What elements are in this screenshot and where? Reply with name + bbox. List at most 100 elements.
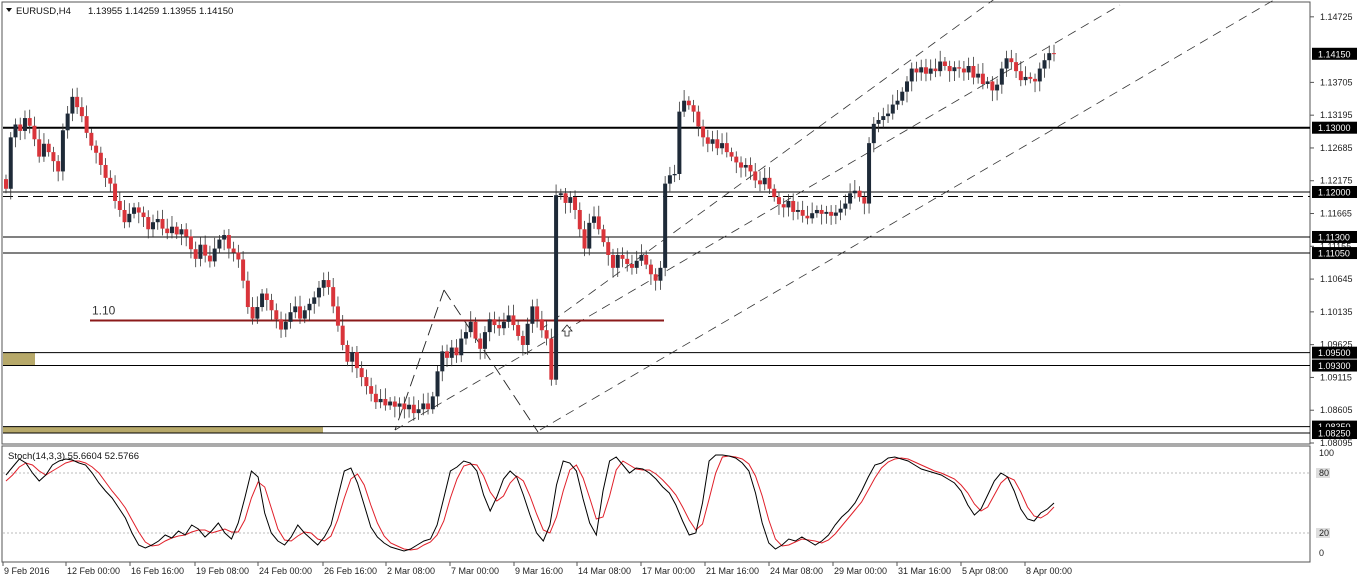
candle — [568, 191, 573, 213]
candle — [41, 133, 46, 162]
up-arrow-icon[interactable] — [561, 324, 573, 337]
candle — [312, 291, 317, 314]
candle — [549, 328, 554, 386]
candle — [961, 60, 966, 81]
candle — [686, 96, 691, 110]
candle — [739, 156, 744, 178]
channel-lower-line[interactable] — [394, 4, 1121, 431]
candle — [1047, 45, 1052, 69]
candle — [364, 369, 369, 395]
candle — [492, 311, 497, 334]
candle — [56, 155, 61, 182]
channel-outer-line[interactable] — [539, 0, 1000, 331]
candle — [151, 214, 156, 238]
y-tick-label: 1.13705 — [1320, 77, 1353, 87]
candle — [188, 229, 193, 259]
svg-text:1.13000: 1.13000 — [1318, 123, 1351, 133]
candle — [734, 151, 739, 174]
candle — [165, 218, 170, 240]
candle — [255, 296, 260, 324]
candle — [482, 326, 487, 359]
candle — [501, 312, 506, 336]
x-tick-label: 7 Mar 00:00 — [451, 566, 499, 576]
candle — [544, 321, 549, 346]
candle — [648, 259, 653, 285]
candle — [146, 210, 151, 239]
candle — [407, 397, 412, 418]
candle — [848, 183, 853, 210]
candle — [478, 333, 483, 360]
candle — [1033, 73, 1038, 93]
stoch-main-line — [5, 454, 1055, 552]
candle — [516, 320, 521, 341]
candle — [876, 112, 881, 133]
candle — [909, 62, 914, 92]
candle — [335, 296, 340, 332]
candle — [843, 194, 848, 216]
candle — [990, 76, 995, 102]
candle — [84, 105, 89, 139]
price-tag-6: 1.09300 — [1312, 359, 1357, 372]
x-tick-label: 19 Feb 08:00 — [196, 566, 249, 576]
candle — [658, 261, 663, 290]
y-tick-label: 1.08605 — [1320, 405, 1353, 415]
pattern-line-b[interactable] — [394, 289, 445, 431]
x-tick-label: 21 Mar 16:00 — [706, 566, 759, 576]
stoch-tick: 20 — [1316, 528, 1330, 538]
candle — [795, 201, 800, 220]
candle — [269, 293, 274, 321]
support-zone-upper — [3, 352, 35, 366]
candle — [426, 392, 431, 415]
time-axis[interactable]: 9 Feb 2016 12 Feb 00:00 16 Feb 16:00 19 Feb… — [2, 562, 1072, 576]
candle — [13, 118, 18, 148]
candle — [705, 129, 710, 153]
candle — [65, 105, 70, 139]
x-tick-label: 17 Mar 00:00 — [642, 566, 695, 576]
x-tick-label: 5 Apr 08:00 — [962, 566, 1008, 576]
price-axis[interactable]: 1.14725 1.13705 1.13195 1.12685 1.12175 1.116… — [1310, 12, 1353, 448]
candle — [886, 104, 891, 123]
x-tick-label: 14 Mar 08:00 — [578, 566, 631, 576]
candle — [75, 87, 80, 114]
price-tag-1: 1.12000 — [1312, 185, 1357, 198]
price-tag-8: 1.08250 — [1312, 427, 1357, 440]
candle — [302, 305, 307, 324]
pattern-line-a[interactable] — [443, 289, 539, 433]
candle — [354, 346, 359, 379]
price-tags: 1.13000 1.12000 1.11300 1.11050 1.09500 1.093… — [1312, 47, 1357, 440]
candle — [497, 316, 502, 336]
candle — [383, 388, 388, 411]
candle — [838, 200, 843, 221]
candle — [914, 61, 919, 82]
x-tick-label: 26 Feb 16:00 — [324, 566, 377, 576]
current-price-tag: 1.14150 — [1312, 47, 1357, 60]
candle — [890, 94, 895, 120]
price-tag-4: 1.11050 — [1312, 247, 1357, 260]
support-zones — [3, 352, 323, 434]
support-zone-lower — [3, 426, 323, 434]
candle — [852, 180, 857, 199]
dropdown-triangle-icon[interactable] — [6, 8, 12, 12]
fib-level[interactable]: 1.10 — [90, 304, 664, 322]
candle — [720, 133, 725, 155]
horizontal-levels[interactable] — [3, 126, 1310, 434]
candle — [535, 298, 540, 328]
candle — [250, 297, 255, 325]
candle — [1023, 66, 1028, 86]
candle — [999, 61, 1004, 94]
candle — [160, 209, 165, 236]
candle — [298, 295, 303, 324]
x-tick-label: 24 Mar 08:00 — [770, 566, 823, 576]
channel-upper-line[interactable] — [539, 0, 1308, 431]
candle — [212, 237, 217, 267]
trend-channel[interactable] — [394, 0, 1308, 433]
svg-text:1.09300: 1.09300 — [1318, 361, 1351, 371]
y-tick-label: 1.09625 — [1320, 340, 1353, 350]
candle — [169, 216, 174, 239]
candle — [411, 396, 416, 421]
candle — [530, 299, 535, 333]
candle — [1052, 44, 1056, 62]
candle — [373, 384, 378, 409]
